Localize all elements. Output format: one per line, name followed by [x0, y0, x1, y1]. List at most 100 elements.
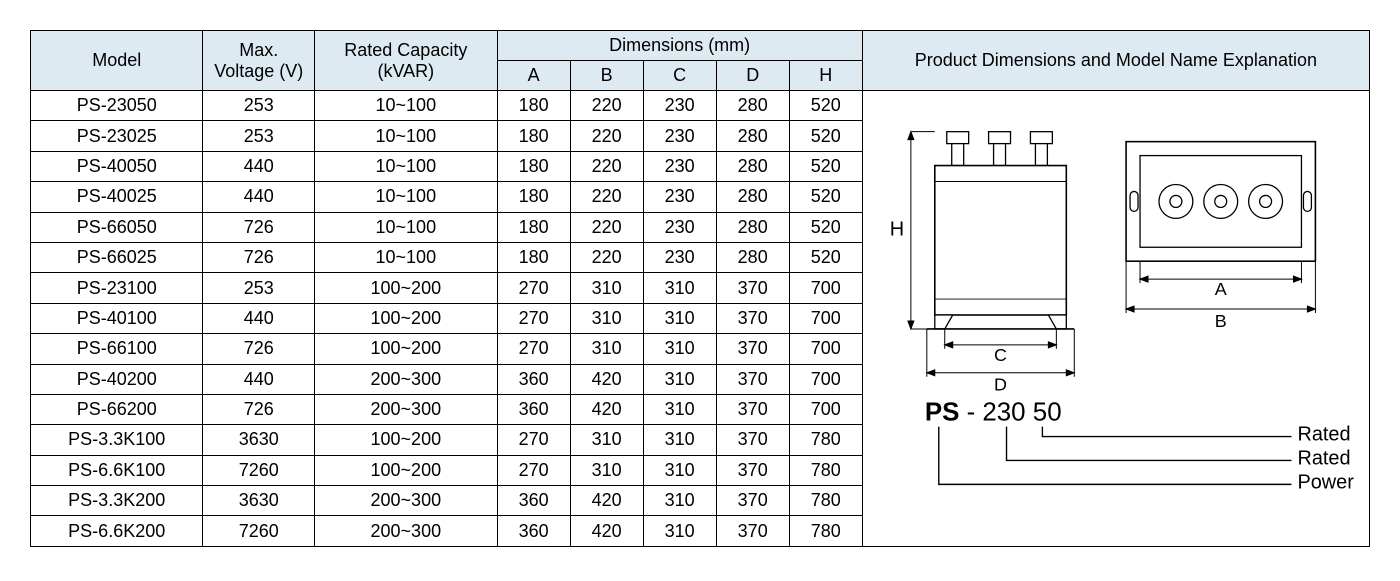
cell-b: 310 [570, 273, 643, 303]
cell-a: 360 [497, 394, 570, 424]
cell-a: 270 [497, 334, 570, 364]
cell-model: PS-23025 [31, 121, 203, 151]
cell-c: 310 [643, 334, 716, 364]
th-dim-d: D [716, 61, 789, 91]
cell-h: 520 [789, 212, 862, 242]
cell-d: 370 [716, 486, 789, 516]
th-dim-c: C [643, 61, 716, 91]
cell-h: 700 [789, 364, 862, 394]
cell-h: 700 [789, 334, 862, 364]
cell-a: 360 [497, 364, 570, 394]
cell-c: 230 [643, 212, 716, 242]
cell-b: 420 [570, 394, 643, 424]
cell-c: 310 [643, 516, 716, 547]
cell-d: 370 [716, 303, 789, 333]
cell-h: 520 [789, 151, 862, 181]
cell-a: 270 [497, 303, 570, 333]
cell-cap: 10~100 [315, 212, 498, 242]
cell-b: 220 [570, 91, 643, 121]
cell-model: PS-6.6K100 [31, 455, 203, 485]
cell-a: 180 [497, 182, 570, 212]
cell-a: 270 [497, 455, 570, 485]
cell-cap: 100~200 [315, 425, 498, 455]
cell-d: 280 [716, 91, 789, 121]
cell-d: 370 [716, 425, 789, 455]
cell-b: 310 [570, 303, 643, 333]
cell-c: 230 [643, 242, 716, 272]
cell-h: 780 [789, 425, 862, 455]
cell-h: 780 [789, 455, 862, 485]
svg-text:Rated Capacity: Rated Capacity [1297, 424, 1355, 446]
cell-model: PS-3.3K100 [31, 425, 203, 455]
cell-d: 370 [716, 455, 789, 485]
cell-d: 280 [716, 212, 789, 242]
cell-cap: 10~100 [315, 121, 498, 151]
cell-c: 310 [643, 455, 716, 485]
cell-cap: 200~300 [315, 394, 498, 424]
cell-voltage: 440 [203, 303, 315, 333]
cell-model: PS-40100 [31, 303, 203, 333]
cell-c: 310 [643, 425, 716, 455]
svg-text:D: D [994, 375, 1007, 395]
cell-b: 220 [570, 182, 643, 212]
cell-d: 280 [716, 242, 789, 272]
cell-cap: 10~100 [315, 182, 498, 212]
cell-h: 700 [789, 303, 862, 333]
cell-cap: 100~200 [315, 273, 498, 303]
svg-text:PS - 230 50: PS - 230 50 [925, 399, 1062, 427]
cell-model: PS-66025 [31, 242, 203, 272]
cell-a: 360 [497, 486, 570, 516]
svg-text:B: B [1215, 311, 1227, 331]
cell-h: 520 [789, 121, 862, 151]
cell-a: 360 [497, 516, 570, 547]
cell-model: PS-40025 [31, 182, 203, 212]
cell-model: PS-66050 [31, 212, 203, 242]
th-model: Model [31, 31, 203, 91]
cell-b: 310 [570, 455, 643, 485]
cell-h: 520 [789, 242, 862, 272]
cell-c: 310 [643, 273, 716, 303]
diagram-cell: H C D [862, 91, 1369, 547]
cell-a: 270 [497, 425, 570, 455]
cell-voltage: 253 [203, 121, 315, 151]
svg-text:Power Saving series: Power Saving series [1297, 471, 1355, 493]
cell-voltage: 726 [203, 334, 315, 364]
cell-b: 420 [570, 516, 643, 547]
svg-text:H: H [889, 218, 903, 240]
cell-cap: 100~200 [315, 303, 498, 333]
cell-c: 230 [643, 121, 716, 151]
cell-cap: 100~200 [315, 455, 498, 485]
svg-text:A: A [1215, 279, 1227, 299]
cell-model: PS-23050 [31, 91, 203, 121]
cell-d: 370 [716, 273, 789, 303]
cell-d: 370 [716, 364, 789, 394]
cell-h: 700 [789, 273, 862, 303]
th-dimensions: Dimensions (mm) [497, 31, 862, 61]
cell-voltage: 440 [203, 151, 315, 181]
cell-b: 220 [570, 212, 643, 242]
cell-h: 780 [789, 516, 862, 547]
cell-b: 220 [570, 121, 643, 151]
cell-a: 180 [497, 151, 570, 181]
cell-cap: 200~300 [315, 364, 498, 394]
cell-cap: 100~200 [315, 334, 498, 364]
cell-voltage: 726 [203, 394, 315, 424]
cell-a: 270 [497, 273, 570, 303]
cell-d: 370 [716, 334, 789, 364]
cell-b: 220 [570, 151, 643, 181]
cell-a: 180 [497, 91, 570, 121]
spec-table: Model Max. Voltage (V) Rated Capacity (k… [30, 30, 1370, 547]
cell-d: 370 [716, 516, 789, 547]
th-dim-a: A [497, 61, 570, 91]
cell-d: 280 [716, 151, 789, 181]
cell-h: 520 [789, 182, 862, 212]
cell-h: 700 [789, 394, 862, 424]
cell-model: PS-40050 [31, 151, 203, 181]
cell-cap: 10~100 [315, 151, 498, 181]
product-diagram: H C D [877, 101, 1355, 531]
cell-b: 220 [570, 242, 643, 272]
cell-voltage: 7260 [203, 516, 315, 547]
cell-a: 180 [497, 212, 570, 242]
cell-model: PS-40200 [31, 364, 203, 394]
cell-model: PS-6.6K200 [31, 516, 203, 547]
